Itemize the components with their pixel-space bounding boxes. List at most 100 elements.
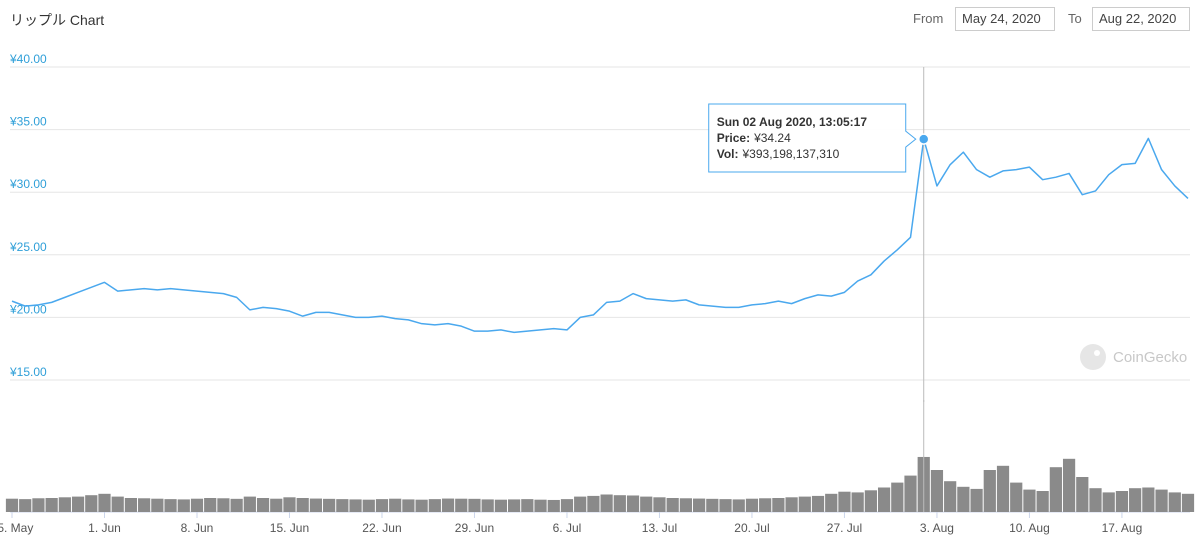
- tooltip-label: Vol:: [717, 147, 739, 161]
- volume-bar: [666, 498, 679, 512]
- volume-bar: [1010, 482, 1023, 512]
- volume-bar: [98, 493, 111, 512]
- volume-bar: [772, 498, 785, 512]
- tooltip-title: Sun 02 Aug 2020, 13:05:17: [717, 115, 868, 129]
- volume-bar: [19, 499, 32, 512]
- volume-bar: [85, 495, 98, 512]
- x-tick-label: 8. Jun: [181, 521, 214, 535]
- volume-bar: [864, 490, 877, 512]
- volume-bar: [970, 488, 983, 512]
- volume-bar: [811, 495, 825, 512]
- tooltip-value: ¥34.24: [753, 131, 791, 145]
- volume-bar: [111, 496, 124, 512]
- y-tick-label: ¥20.00: [9, 302, 47, 316]
- volume-bar: [930, 470, 944, 512]
- volume-bar: [732, 499, 745, 512]
- chart-title: リップル Chart: [10, 12, 105, 28]
- volume-bar: [204, 498, 217, 512]
- x-tick-label: 17. Aug: [1102, 521, 1143, 535]
- volume-bar: [891, 482, 904, 512]
- volume-bar: [243, 496, 256, 512]
- tooltip-box: [708, 103, 917, 173]
- volume-bar: [851, 492, 864, 512]
- x-tick-label: 29. Jun: [455, 521, 494, 535]
- volume-bar: [124, 498, 138, 512]
- volume-bar: [177, 499, 190, 512]
- to-label: To: [1068, 11, 1082, 26]
- volume-bar: [600, 494, 613, 512]
- volume-bar: [706, 498, 719, 512]
- watermark-logo-eye: [1094, 350, 1100, 356]
- volume-bar: [296, 498, 309, 512]
- volume-bar: [679, 498, 692, 512]
- watermark: CoinGecko: [1080, 344, 1187, 370]
- volume-bar: [362, 499, 375, 512]
- volume-bar: [613, 495, 626, 512]
- volume-bar: [996, 465, 1010, 512]
- hover-point: [917, 133, 930, 145]
- volume-bar: [190, 498, 204, 512]
- volume-bar: [1155, 489, 1168, 512]
- volume-bar: [1168, 492, 1181, 512]
- volume-bar: [468, 498, 481, 512]
- volume-bar: [626, 495, 640, 512]
- volume-bar: [270, 498, 283, 512]
- volume-bar: [798, 496, 811, 512]
- tooltip: Sun 02 Aug 2020, 13:05:17 Price: ¥34.24 Vol…: [708, 103, 917, 173]
- volume-bar: [428, 499, 441, 512]
- volume-bar: [283, 497, 296, 512]
- volume-bar: [151, 498, 164, 512]
- watermark-logo: [1080, 344, 1106, 370]
- volume-bar: [481, 499, 494, 512]
- volume-bar: [1049, 467, 1062, 512]
- volume-bar: [402, 499, 415, 512]
- volume-bar: [1036, 491, 1049, 512]
- volume-bar: [640, 496, 653, 512]
- volume-bar: [58, 497, 71, 512]
- volume-bar: [1129, 488, 1142, 512]
- volume-bar: [560, 499, 574, 512]
- tooltip-label: Price:: [717, 131, 750, 145]
- volume-bar: [336, 499, 349, 512]
- volume-bar: [719, 499, 732, 512]
- volume-bar: [1115, 491, 1129, 512]
- x-tick-label: 20. Jul: [734, 521, 769, 535]
- volume-bar: [455, 498, 468, 512]
- x-tick-label: 10. Aug: [1009, 521, 1050, 535]
- volume-bar: [45, 498, 58, 512]
- volume-bar: [508, 499, 521, 512]
- x-tick-label: 6. Jul: [553, 521, 582, 535]
- from-date-input[interactable]: May 24, 2020: [955, 7, 1055, 31]
- volume-bar: [256, 498, 270, 512]
- y-tick-label: ¥30.00: [9, 177, 47, 191]
- volume-bar: [547, 499, 560, 512]
- from-label: From: [913, 11, 944, 26]
- volume-bar: [534, 499, 547, 512]
- watermark-text: CoinGecko: [1113, 349, 1187, 366]
- tooltip-value: ¥393,198,137,310: [742, 147, 840, 161]
- x-tick-label: 3. Aug: [920, 521, 954, 535]
- volume-bar: [217, 498, 230, 512]
- volume-bar: [574, 496, 587, 512]
- volume-bar: [323, 498, 336, 512]
- volume-bar: [71, 496, 85, 512]
- y-tick-label: ¥40.00: [9, 52, 47, 66]
- tooltip-row: Price: ¥34.24: [717, 131, 791, 145]
- to-date-input[interactable]: Aug 22, 2020: [1092, 7, 1190, 31]
- volume-bar: [838, 491, 851, 512]
- x-tick-label: 15. Jun: [270, 521, 309, 535]
- volume-bar: [349, 499, 362, 512]
- volume-bar: [389, 498, 402, 512]
- volume-bar: [904, 475, 917, 512]
- volume-bar: [32, 498, 45, 512]
- volume-bar: [785, 497, 798, 512]
- y-tick-label: ¥25.00: [9, 240, 47, 254]
- volume-bar: [138, 498, 151, 512]
- y-tick-label: ¥15.00: [9, 365, 47, 379]
- volume-bar: [1102, 492, 1115, 512]
- volume-bar: [957, 486, 970, 512]
- volume-bar: [587, 495, 600, 512]
- y-tick-label: ¥35.00: [9, 115, 47, 129]
